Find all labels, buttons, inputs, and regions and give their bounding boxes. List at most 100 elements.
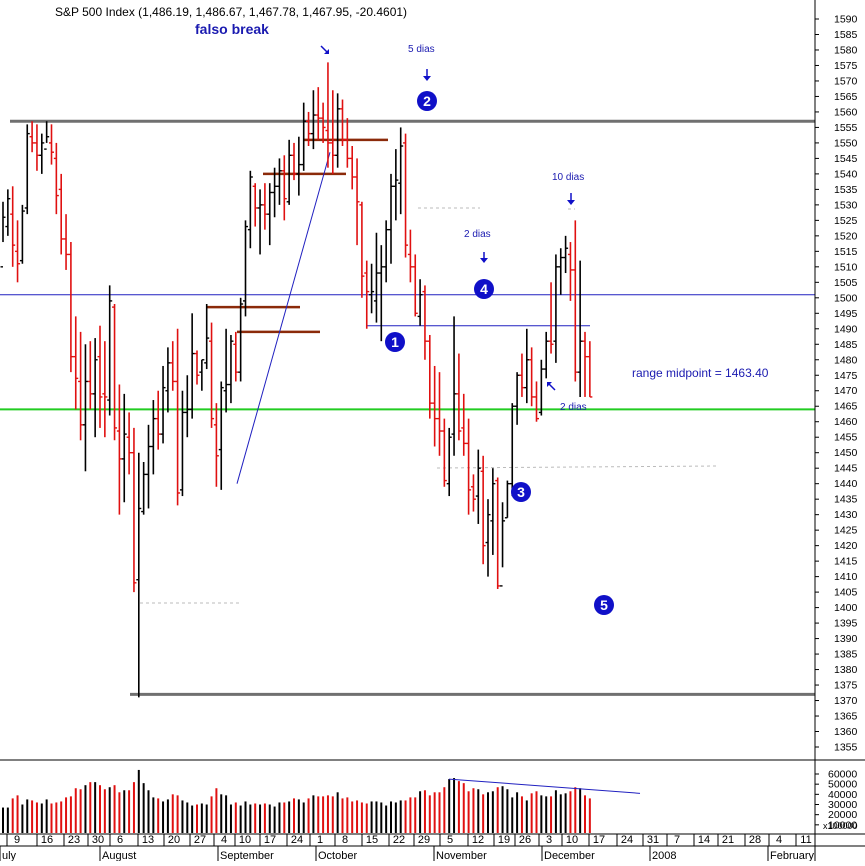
price-tick-label: 1450	[834, 447, 858, 459]
date-tick-label: 17	[593, 834, 605, 846]
price-tick-label: 1400	[834, 602, 858, 614]
ohlc-bar	[495, 477, 501, 590]
date-tick-label: 7	[674, 834, 680, 846]
volume-tick-label: 60000	[828, 769, 857, 781]
date-tick-label: 22	[393, 834, 405, 846]
price-tick-label: 1470	[834, 385, 858, 397]
ohlc-bar	[238, 297, 244, 382]
volume-trendline	[448, 778, 641, 794]
wave-marker-label: 5	[600, 597, 608, 613]
ohlc-bar	[412, 254, 418, 317]
ohlc-bar	[160, 365, 166, 444]
ohlc-bar	[383, 220, 389, 283]
ohlc-bar	[121, 393, 127, 503]
ohlc-bar	[243, 220, 248, 317]
date-tick-label: 9	[14, 834, 20, 846]
ohlc-bar	[175, 328, 181, 506]
month-label: October	[318, 850, 357, 861]
ohlc-bar	[209, 322, 215, 428]
price-tick-label: 1380	[834, 664, 858, 676]
price-tick-label: 1390	[834, 633, 858, 645]
price-tick-label: 1410	[834, 571, 858, 583]
price-tick-label: 1510	[834, 261, 858, 273]
ohlc-bar	[5, 189, 11, 236]
volume-tick-label: 30000	[828, 799, 857, 811]
price-tick-label: 1365	[834, 711, 858, 723]
ohlc-bar	[102, 341, 108, 438]
ohlc-bar	[189, 313, 195, 419]
ohlc-bar	[267, 183, 273, 246]
price-tick-label: 1530	[834, 199, 858, 211]
wave-marker-label: 2	[423, 93, 431, 109]
ohlc-bar	[529, 347, 535, 407]
date-tick-label: 24	[621, 834, 633, 846]
price-tick-label: 1455	[834, 432, 858, 444]
ohlc-bar	[296, 136, 302, 196]
wave-marker-circle	[474, 279, 494, 299]
price-tick-label: 1375	[834, 680, 858, 692]
arrow-shaft	[548, 383, 556, 391]
price-tick-label: 1415	[834, 556, 858, 568]
arrow-head	[324, 49, 329, 54]
ohlc-bar	[97, 325, 103, 428]
ohlc-bar	[475, 449, 481, 524]
ohlc-bar	[257, 189, 263, 255]
ohlc-bar	[286, 139, 292, 205]
ohlc-bar	[509, 403, 515, 497]
ohlc-bar	[276, 158, 282, 205]
month-label: December	[544, 850, 595, 861]
arrow-shaft	[320, 45, 328, 53]
date-tick-label: 23	[68, 834, 80, 846]
ohlc-bar	[29, 121, 35, 153]
ohlc-bar	[432, 365, 438, 447]
price-tick-label: 1395	[834, 618, 858, 630]
ohlc-bar	[252, 183, 258, 227]
month-label: 2008	[652, 850, 676, 861]
two-dias-lower-label: 2 dias	[560, 402, 587, 413]
arrow-falso-break	[320, 45, 329, 54]
uptrend-line	[236, 152, 331, 484]
wave-marker: 4	[474, 279, 494, 299]
price-tick-label: 1580	[834, 44, 858, 56]
date-tick-label: 28	[749, 834, 761, 846]
price-tick-label: 1425	[834, 525, 858, 537]
date-tick-label: 6	[117, 834, 123, 846]
price-tick-label: 1445	[834, 463, 858, 475]
date-tick-label: 8	[342, 834, 348, 846]
ohlc-bar	[68, 242, 74, 373]
ohlc-bar	[53, 142, 59, 215]
price-tick-label: 1405	[834, 587, 858, 599]
ohlc-bar	[456, 353, 462, 441]
ohlc-bar	[470, 474, 476, 512]
ohlc-bar	[354, 158, 360, 246]
ohlc-bar	[213, 403, 219, 487]
price-tick-label: 1435	[834, 494, 858, 506]
price-tick-label: 1570	[834, 75, 858, 87]
ohlc-bar	[325, 62, 331, 168]
price-tick-label: 1440	[834, 478, 858, 490]
ohlc-bar	[262, 183, 268, 230]
ohlc-bar	[247, 170, 253, 249]
price-tick-label: 1560	[834, 106, 858, 118]
wave-marker: 3	[511, 482, 531, 502]
ohlc-bar	[146, 424, 151, 509]
volume-tick-label: 20000	[828, 809, 857, 821]
date-tick-label: 10	[239, 834, 251, 846]
month-label: September	[220, 850, 274, 861]
ohlc-bar	[49, 124, 54, 165]
ohlc-bar	[514, 372, 520, 425]
ohlc-bar	[485, 499, 491, 577]
ohlc-bar	[446, 427, 452, 497]
ohlc-bar	[567, 242, 573, 301]
ohlc-bar	[548, 282, 554, 354]
ohlc-bar	[451, 316, 457, 456]
ohlc-bar	[155, 390, 161, 450]
reference-lines	[0, 119, 815, 696]
date-tick-label: 1	[317, 834, 323, 846]
ohlc-bar	[19, 204, 25, 264]
ohlc-bar	[538, 359, 544, 416]
arrow-ten-dias	[567, 193, 575, 205]
volume-tick-label: 50000	[828, 779, 857, 791]
